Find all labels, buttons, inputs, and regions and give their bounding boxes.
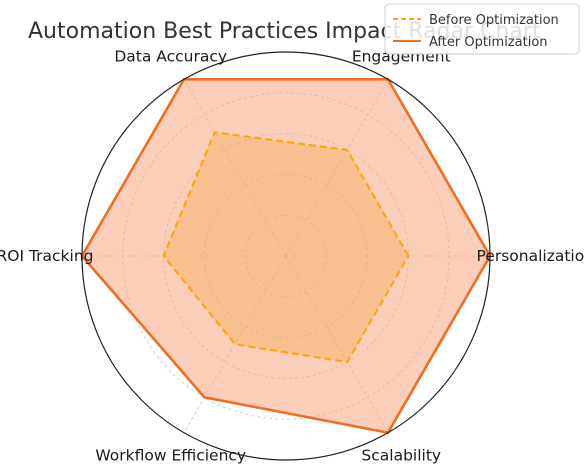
category-label: Personalization [477,247,585,265]
category-label: ROI Tracking [0,247,93,265]
category-label: Data Accuracy [114,47,227,65]
legend-label-before: Before Optimization [429,13,559,28]
series [80,78,492,435]
category-label: Scalability [361,447,441,465]
legend: Before Optimization After Optimization [384,3,580,55]
series-line-0 [162,131,410,364]
category-label: Workflow Efficiency [95,447,246,465]
series-area-1 [82,79,490,433]
polar-frame [81,51,491,461]
legend-label-after: After Optimization [429,35,548,50]
legend-box [384,3,580,55]
